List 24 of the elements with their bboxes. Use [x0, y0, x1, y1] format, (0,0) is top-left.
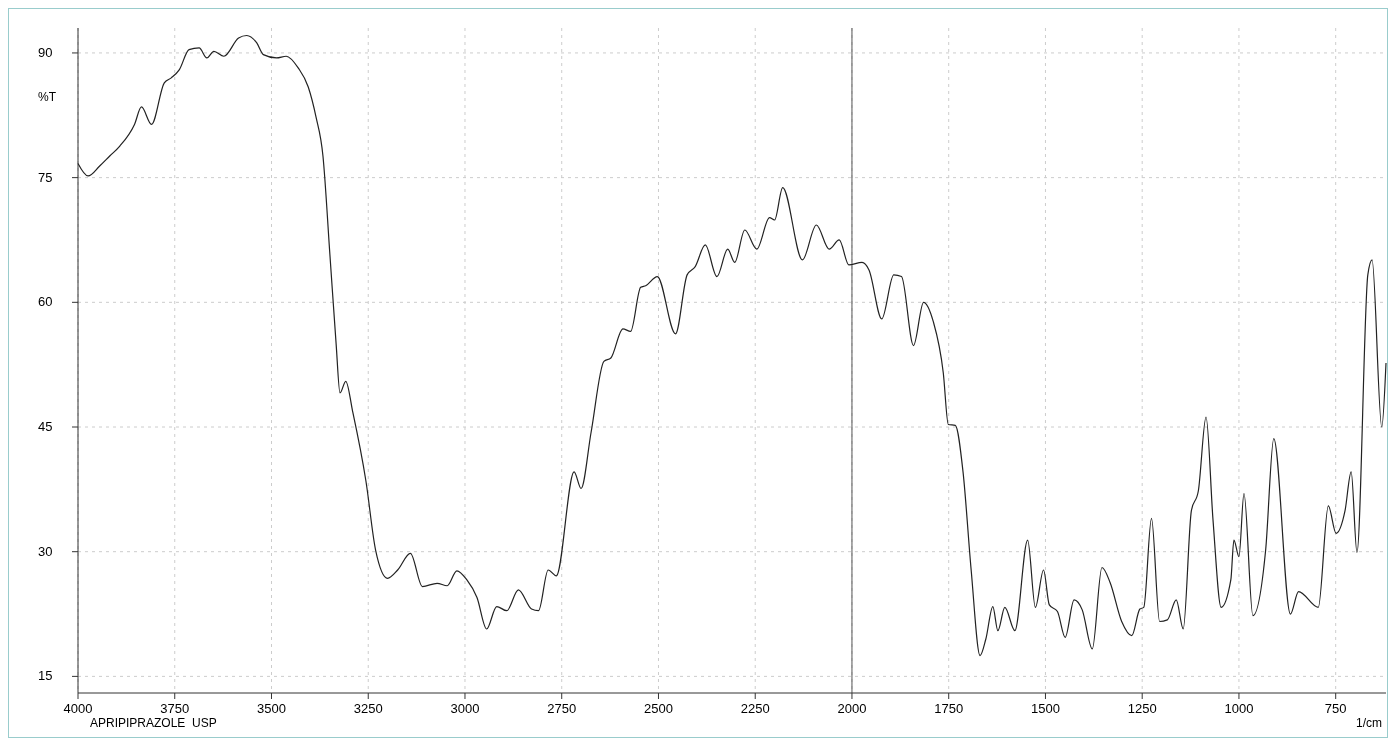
x-axis-title: 1/cm	[1355, 716, 1382, 730]
y-tick-label: 30	[38, 543, 53, 559]
x-tick-label: 1000	[1224, 701, 1254, 716]
y-tick-label: 15	[38, 668, 53, 684]
x-tick-label: 1250	[1127, 701, 1157, 716]
x-tick-label: 750	[1324, 701, 1347, 716]
line-series	[77, 34, 1387, 657]
x-tick-label: 2000	[837, 701, 867, 716]
y-tick-label: 60	[38, 294, 53, 310]
y-axis-title: %T	[38, 89, 57, 104]
x-tick-label: 1750	[934, 701, 964, 716]
x-tick-label: 3750	[160, 701, 190, 716]
x-tick-label: 1500	[1030, 701, 1060, 716]
x-tick-label: 2250	[740, 701, 770, 716]
x-tick-label: 2500	[644, 701, 673, 716]
y-tick-label: 45	[38, 419, 53, 434]
y-tick-label: 90	[38, 44, 53, 60]
x-tick-label: 3500	[257, 701, 286, 716]
y-tick-label: 75	[38, 169, 53, 185]
x-tick-label: 3250	[353, 701, 383, 716]
text: APRIPIPRAZOLE USP	[90, 716, 217, 730]
x-tick-label: 4000	[63, 701, 93, 716]
x-tick-label: 3000	[450, 701, 480, 716]
x-tick-label: 2750	[547, 701, 577, 716]
